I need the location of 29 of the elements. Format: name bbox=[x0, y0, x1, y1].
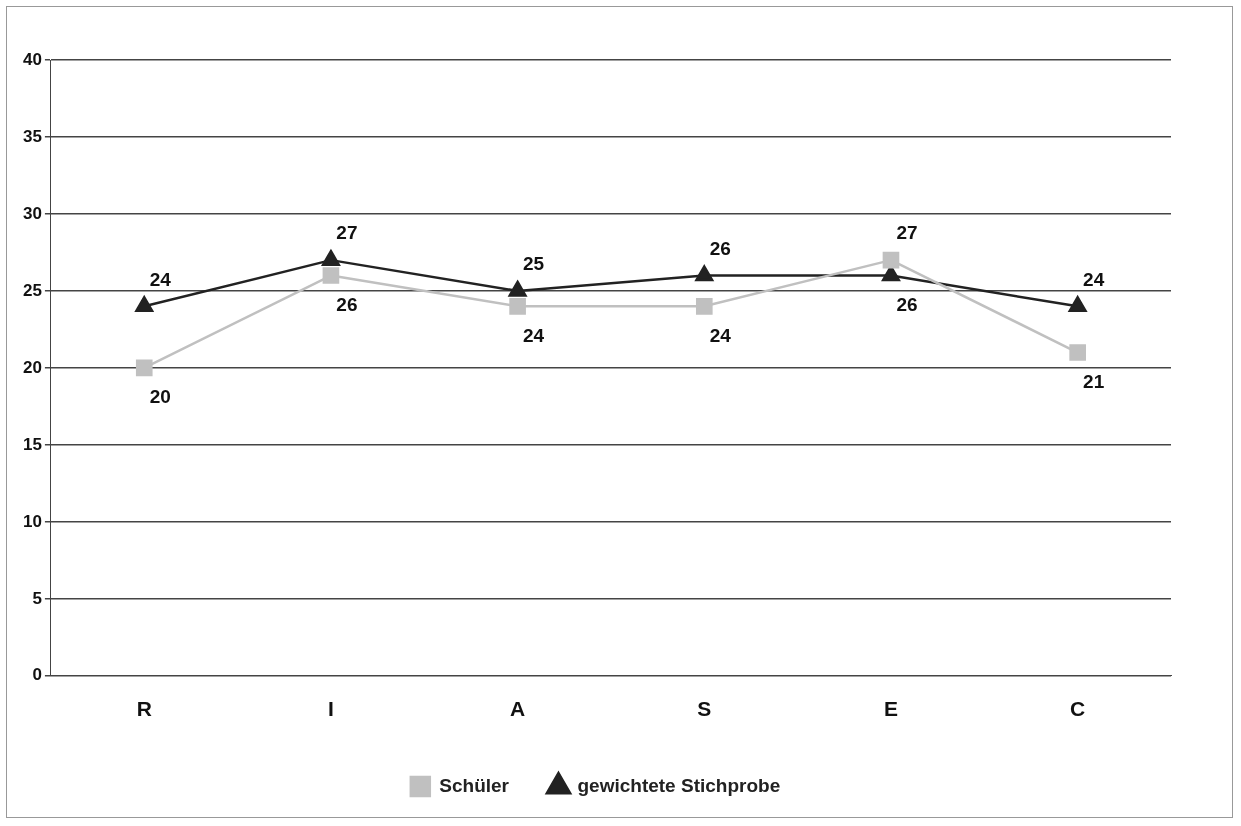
x-tick-label: S bbox=[697, 697, 712, 721]
x-tick-label: A bbox=[510, 697, 526, 721]
legend-label: Schüler bbox=[439, 774, 510, 796]
y-tick-label: 5 bbox=[32, 588, 42, 608]
y-tick-label: 30 bbox=[22, 203, 42, 223]
x-tick-label: E bbox=[883, 697, 898, 721]
data-label: 26 bbox=[896, 293, 918, 315]
data-label: 20 bbox=[149, 386, 171, 408]
x-tick-label: R bbox=[136, 697, 152, 721]
legend-label: gewichtete Stichprobe bbox=[577, 774, 781, 796]
x-tick-label: C bbox=[1070, 697, 1086, 721]
y-tick-label: 20 bbox=[22, 357, 42, 377]
y-tick-label: 10 bbox=[22, 511, 42, 531]
data-label: 27 bbox=[336, 222, 358, 244]
data-label: 24 bbox=[523, 324, 545, 346]
data-label: 26 bbox=[336, 293, 358, 315]
y-tick-label: 0 bbox=[32, 665, 42, 685]
x-tick-label: I bbox=[328, 697, 334, 721]
y-tick-label: 35 bbox=[22, 126, 42, 146]
y-tick-label: 15 bbox=[22, 434, 42, 454]
y-tick-label: 25 bbox=[22, 280, 42, 300]
y-tick-label: 40 bbox=[22, 49, 42, 69]
data-label: 24 bbox=[149, 268, 172, 290]
data-label: 24 bbox=[709, 324, 732, 346]
data-label: 26 bbox=[709, 237, 731, 259]
data-label: 25 bbox=[523, 253, 545, 275]
data-label: 21 bbox=[1083, 370, 1105, 392]
data-label: 27 bbox=[896, 222, 918, 244]
data-label: 24 bbox=[1083, 268, 1105, 290]
